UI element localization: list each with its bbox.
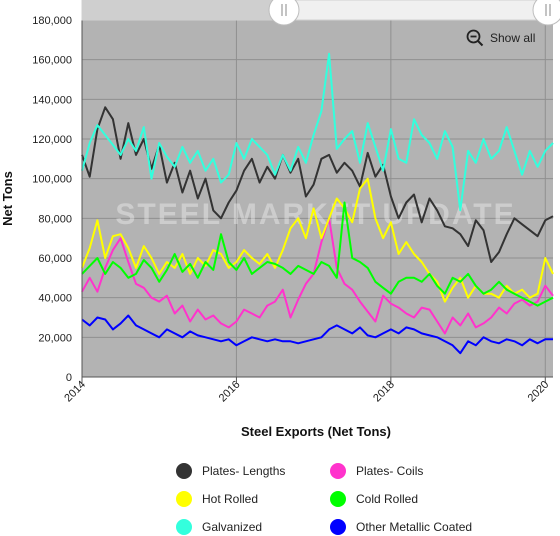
series-line-other-metallic-coated: [81, 314, 553, 355]
legend-label: Galvanized: [202, 520, 263, 534]
y-tick-label: 140,000: [32, 94, 72, 106]
plot-area: [82, 20, 553, 377]
x-tick-label: 2020: [526, 379, 552, 405]
legend-marker: [330, 491, 346, 507]
y-tick-label: 100,000: [32, 174, 72, 186]
range-handle-left[interactable]: [268, 0, 300, 26]
series-line-cold-rolled: [81, 201, 554, 307]
legend-label: Plates- Coils: [356, 464, 424, 478]
legend-marker: [176, 463, 192, 479]
legend-label: Cold Rolled: [356, 492, 419, 506]
x-tick-label: 2016: [217, 379, 243, 405]
series-line-plates-coils: [81, 217, 554, 335]
y-tick-label: 60,000: [38, 253, 72, 265]
show-all-label: Show all: [490, 31, 536, 45]
legend-label: Hot Rolled: [202, 492, 259, 506]
legend-item-plates-coils[interactable]: Plates- Coils: [330, 462, 423, 480]
y-tick-label: 160,000: [32, 55, 72, 67]
series-line-hot-rolled: [81, 177, 554, 303]
chart-svg: 0 20,000 40,000 60,000 80,000 100,000 120,000 1…: [0, 0, 560, 439]
legend-item-galvanized[interactable]: Galvanized: [176, 518, 262, 536]
chart-legend: Plates- Lengths Plates- Coils Hot Rolled…: [0, 456, 560, 536]
y-tick-label: 180,000: [32, 15, 72, 27]
y-tick-label: 40,000: [38, 293, 72, 305]
y-tick-label: 0: [66, 372, 72, 384]
legend-item-other-metallic-coated[interactable]: Other Metallic Coated: [330, 518, 472, 536]
y-axis-title: Net Tons: [0, 171, 15, 226]
y-tick-label: 80,000: [38, 213, 72, 225]
legend-item-plates-lengths[interactable]: Plates- Lengths: [176, 462, 285, 480]
legend-marker: [330, 519, 346, 535]
y-tick-label: 120,000: [32, 134, 72, 146]
y-tick-label: 20,000: [38, 332, 72, 344]
legend-item-cold-rolled[interactable]: Cold Rolled: [330, 490, 418, 508]
range-handle-right[interactable]: [532, 0, 560, 26]
series-line-galvanized: [81, 52, 554, 212]
x-tick-label: 2018: [371, 379, 397, 405]
legend-label: Plates- Lengths: [202, 464, 286, 478]
legend-label: Other Metallic Coated: [356, 520, 473, 534]
legend-marker: [176, 519, 192, 535]
show-all-button[interactable]: Show all: [466, 28, 535, 48]
legend-marker: [330, 463, 346, 479]
zoom-out-icon: [466, 29, 484, 47]
range-selector-unselected: [82, 0, 284, 20]
series-line-plates-lengths: [81, 106, 554, 263]
x-axis-title: Steel Exports (Net Tons): [241, 424, 391, 439]
legend-item-hot-rolled[interactable]: Hot Rolled: [176, 490, 258, 508]
legend-marker: [176, 491, 192, 507]
